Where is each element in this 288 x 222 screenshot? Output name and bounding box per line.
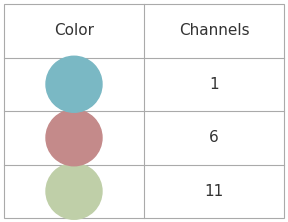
Circle shape <box>46 56 102 112</box>
Text: 1: 1 <box>209 77 219 92</box>
Circle shape <box>46 163 102 219</box>
Text: 6: 6 <box>209 130 219 145</box>
Circle shape <box>46 110 102 166</box>
Text: Channels: Channels <box>179 23 249 38</box>
Text: 11: 11 <box>204 184 223 199</box>
Text: Color: Color <box>54 23 94 38</box>
